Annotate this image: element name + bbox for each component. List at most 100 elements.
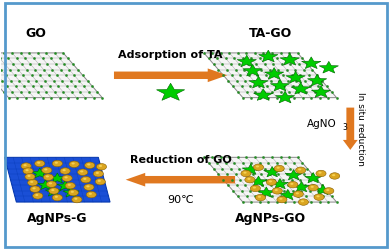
Circle shape (33, 192, 43, 199)
Circle shape (255, 194, 265, 201)
Circle shape (266, 179, 276, 186)
Text: TA-GO: TA-GO (249, 28, 292, 40)
Polygon shape (286, 71, 305, 83)
Circle shape (78, 169, 88, 175)
Circle shape (93, 170, 103, 177)
Circle shape (316, 170, 326, 177)
Text: Adsorption of TA: Adsorption of TA (118, 50, 223, 60)
Circle shape (71, 191, 74, 193)
Circle shape (298, 199, 309, 205)
Circle shape (55, 196, 58, 198)
Circle shape (64, 176, 68, 178)
Circle shape (74, 198, 78, 200)
Circle shape (95, 178, 105, 185)
Polygon shape (156, 83, 185, 100)
Circle shape (43, 174, 53, 180)
Circle shape (326, 189, 329, 191)
Circle shape (296, 167, 306, 173)
Circle shape (316, 195, 319, 197)
Circle shape (49, 182, 52, 184)
Text: AgNPs-GO: AgNPs-GO (235, 212, 306, 225)
Circle shape (269, 180, 272, 182)
Circle shape (30, 186, 40, 192)
Circle shape (241, 170, 251, 177)
Circle shape (86, 192, 96, 198)
Circle shape (81, 176, 91, 183)
Circle shape (35, 194, 38, 196)
Polygon shape (291, 82, 310, 94)
Polygon shape (319, 61, 338, 73)
Polygon shape (243, 64, 262, 76)
Polygon shape (63, 187, 79, 197)
Polygon shape (258, 187, 275, 197)
Text: AgNPs-G: AgNPs-G (27, 212, 87, 225)
Circle shape (247, 178, 250, 180)
Circle shape (87, 164, 91, 166)
Polygon shape (293, 182, 310, 192)
Circle shape (72, 196, 82, 203)
Circle shape (27, 175, 31, 177)
Polygon shape (45, 186, 62, 196)
Polygon shape (0, 53, 102, 98)
Circle shape (245, 176, 255, 183)
FancyArrow shape (343, 108, 358, 150)
Circle shape (318, 172, 321, 174)
Polygon shape (305, 172, 322, 183)
Polygon shape (307, 74, 327, 86)
Text: In situ reduction: In situ reduction (356, 92, 365, 166)
Circle shape (256, 166, 259, 168)
Circle shape (33, 187, 36, 189)
Circle shape (23, 168, 33, 174)
Polygon shape (285, 170, 302, 180)
Circle shape (65, 182, 75, 189)
Circle shape (250, 185, 260, 192)
Text: 90℃: 90℃ (167, 194, 194, 204)
Circle shape (24, 164, 27, 166)
Text: AgNO: AgNO (307, 119, 337, 129)
Polygon shape (276, 91, 295, 103)
Circle shape (253, 186, 256, 188)
Circle shape (86, 185, 90, 188)
Circle shape (60, 168, 70, 174)
Circle shape (99, 165, 102, 167)
Polygon shape (254, 89, 273, 101)
Polygon shape (279, 190, 296, 200)
Polygon shape (314, 184, 332, 195)
Circle shape (98, 180, 101, 182)
Text: 3: 3 (342, 123, 347, 132)
Polygon shape (311, 86, 331, 98)
Circle shape (46, 181, 56, 188)
Circle shape (28, 180, 38, 186)
Circle shape (34, 160, 45, 167)
Polygon shape (265, 68, 284, 79)
Circle shape (25, 169, 29, 171)
Circle shape (69, 161, 79, 168)
Circle shape (84, 184, 94, 190)
Polygon shape (49, 173, 65, 183)
Circle shape (55, 162, 58, 164)
Polygon shape (259, 50, 278, 62)
Circle shape (49, 188, 59, 194)
Circle shape (275, 189, 278, 191)
FancyArrow shape (114, 68, 227, 82)
Polygon shape (237, 55, 256, 67)
Circle shape (52, 194, 62, 201)
Circle shape (272, 188, 282, 194)
Circle shape (51, 189, 54, 191)
Text: GO: GO (25, 28, 46, 40)
Polygon shape (57, 180, 73, 190)
Circle shape (288, 182, 298, 188)
Circle shape (62, 175, 72, 182)
Circle shape (67, 184, 71, 186)
Polygon shape (5, 157, 110, 202)
Polygon shape (204, 53, 337, 98)
Polygon shape (204, 157, 337, 202)
Circle shape (308, 184, 318, 191)
Circle shape (301, 200, 304, 202)
Circle shape (96, 164, 107, 170)
Circle shape (279, 198, 283, 200)
Polygon shape (250, 176, 267, 186)
Polygon shape (280, 54, 299, 65)
Polygon shape (242, 164, 259, 174)
Polygon shape (301, 57, 321, 68)
